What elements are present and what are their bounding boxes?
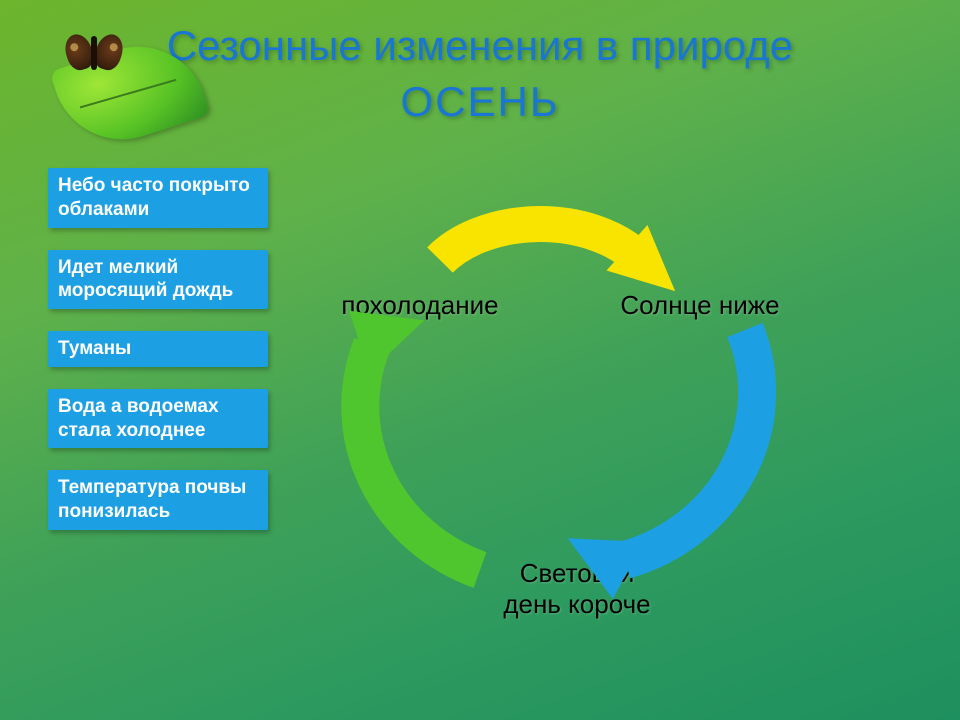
cycle-arrow (349, 290, 480, 570)
cycle-arrow (553, 330, 758, 599)
cycle-arrows (0, 0, 960, 720)
cycle-arrow (440, 224, 696, 314)
